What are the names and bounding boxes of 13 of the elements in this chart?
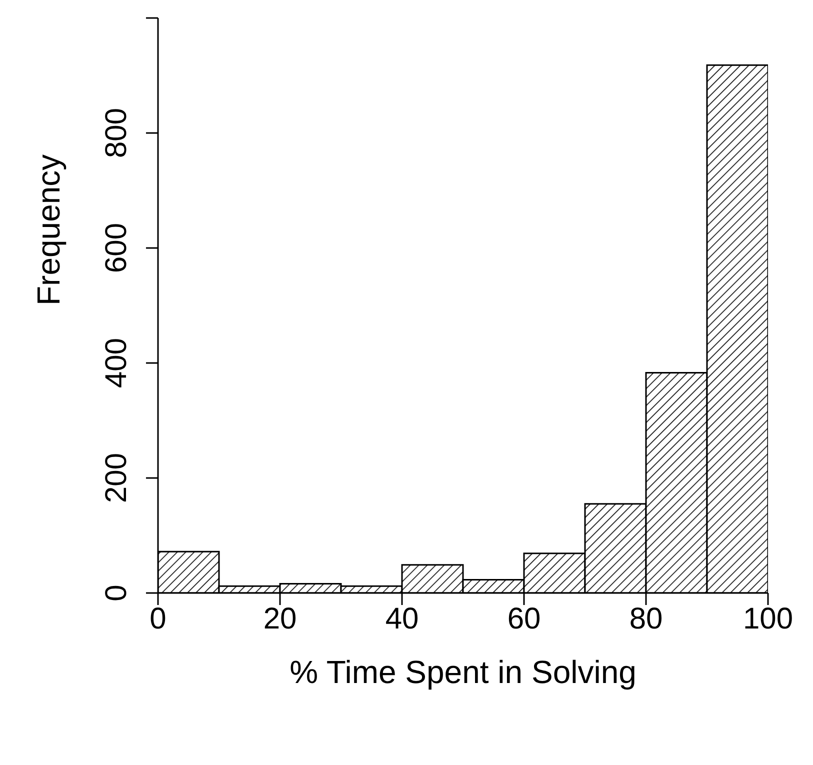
y-tick-label: 800 [100, 108, 133, 158]
x-tick-label: 40 [385, 602, 419, 636]
x-tick-label: 20 [263, 602, 297, 636]
y-tick-label: 400 [100, 338, 133, 388]
x-tick-label: 100 [742, 602, 794, 636]
y-axis-title: Frequency [30, 154, 66, 306]
x-axis-title: % Time Spent in Solving [290, 654, 636, 690]
x-tick-label: 0 [150, 602, 166, 636]
x-tick-label: 60 [507, 602, 541, 636]
y-tick-label: 200 [100, 452, 133, 504]
y-tick-label: 600 [100, 222, 133, 274]
y-tick-label: 0 [100, 584, 133, 602]
x-tick-label: 80 [629, 602, 663, 636]
